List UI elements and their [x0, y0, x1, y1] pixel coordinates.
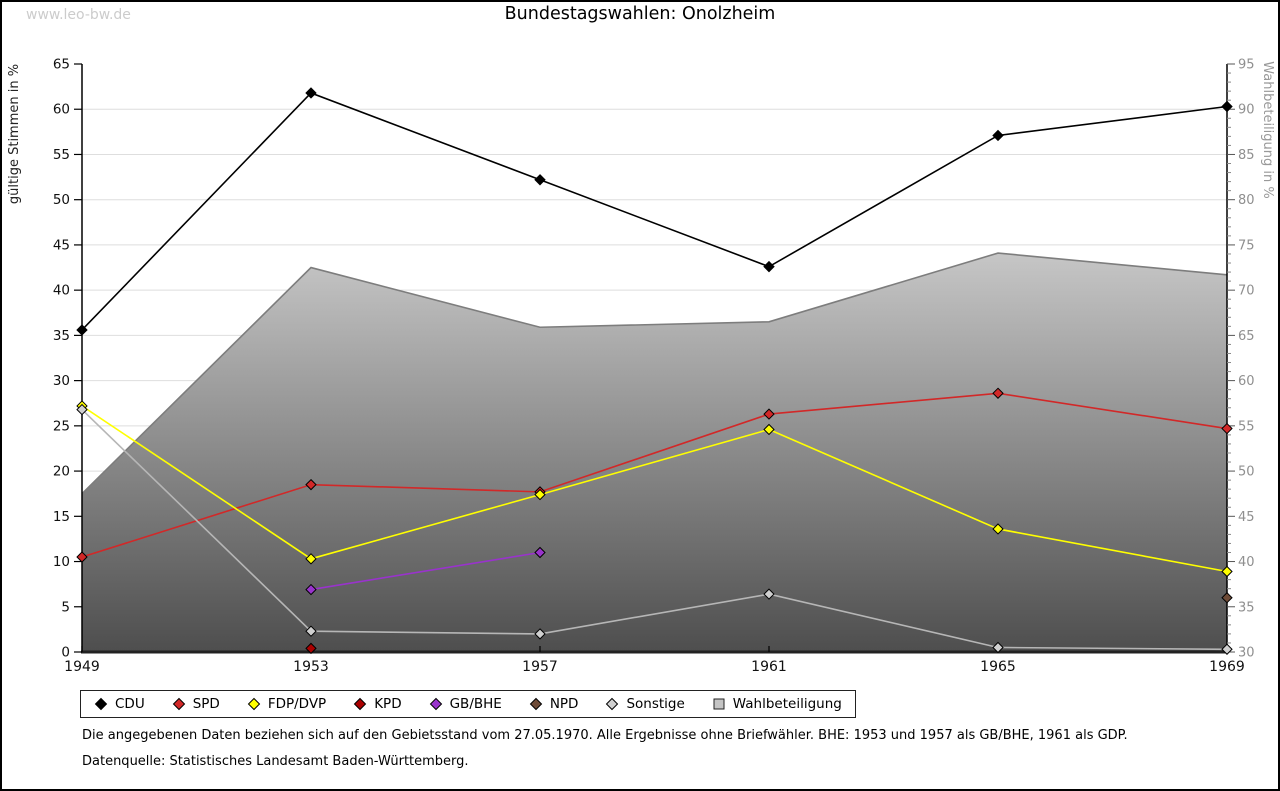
left-tick-label: 60: [53, 102, 70, 118]
data-point-sonstige: [76, 403, 88, 416]
data-point-gb-bhe: [534, 546, 546, 559]
series-line-cdu: [81, 92, 1228, 331]
legend-item-npd: NPD: [529, 696, 579, 712]
left-tick-label: 15: [53, 509, 70, 525]
data-point-sonstige: [992, 641, 1004, 654]
right-tick-label: 30: [1238, 646, 1255, 661]
left-tick-label: 55: [53, 147, 70, 163]
legend-item-fdp-dvp: FDP/DVP: [247, 696, 326, 712]
data-point-sonstige: [763, 588, 775, 600]
right-tick-label: 50: [1238, 465, 1255, 480]
right-tick-label: 95: [1238, 58, 1255, 73]
series-line-sonstige: [81, 408, 1228, 651]
square-marker-icon: [713, 698, 725, 710]
x-tick-label: 1953: [293, 659, 329, 675]
legend-item-spd: SPD: [172, 696, 220, 712]
diamond-marker-icon: [353, 697, 367, 711]
data-point-sonstige: [305, 625, 317, 637]
legend-label: GB/BHE: [449, 696, 502, 712]
data-point-cdu: [992, 129, 1004, 142]
wahlbeteiligung-line: [81, 252, 1228, 495]
left-axis-title: gültige Stimmen in %: [7, 64, 22, 204]
legend-item-wahlbeteiligung: Wahlbeteiligung: [712, 696, 842, 712]
series-line-fdp-dvp: [81, 405, 1228, 573]
left-tick-label: 25: [53, 418, 70, 434]
legend-label: CDU: [115, 696, 145, 712]
diamond-marker-icon: [606, 697, 619, 711]
right-tick-label: 85: [1238, 148, 1255, 163]
left-tick-label: 20: [53, 464, 70, 480]
right-tick-label: 35: [1238, 600, 1255, 615]
data-point-fdp-dvp: [1221, 565, 1233, 578]
data-point-cdu: [1221, 100, 1233, 113]
data-point-npd: [1221, 592, 1233, 604]
left-tick-label: 30: [53, 373, 70, 389]
right-tick-label: 80: [1238, 193, 1255, 208]
legend-item-gb-bhe: GB/BHE: [429, 696, 502, 712]
data-point-kpd: [305, 642, 317, 655]
legend-label: SPD: [192, 696, 220, 712]
data-point-fdp-dvp: [305, 553, 317, 565]
right-axis-title: Wahlbeteiligung in %: [1260, 61, 1275, 198]
data-point-spd: [763, 408, 775, 420]
x-tick-label: 1965: [980, 659, 1016, 675]
left-tick-label: 35: [53, 328, 70, 344]
legend-item-kpd: KPD: [353, 696, 402, 712]
legend-label: FDP/DVP: [267, 696, 327, 712]
left-tick-label: 50: [53, 192, 70, 208]
data-point-spd: [1221, 422, 1233, 435]
data-point-sonstige: [1221, 643, 1233, 655]
left-tick-label: 5: [61, 599, 70, 615]
right-tick-label: 60: [1238, 374, 1255, 389]
x-tick-label: 1961: [751, 659, 787, 675]
series-line-gb-bhe: [310, 551, 541, 591]
data-point-gb-bhe: [305, 583, 317, 596]
data-point-spd: [76, 551, 88, 563]
series-line-spd: [81, 392, 1228, 558]
right-tick-label: 45: [1238, 510, 1255, 525]
right-tick-label: 70: [1238, 284, 1255, 299]
data-point-sonstige: [534, 628, 546, 640]
watermark: www.leo-bw.de: [26, 7, 131, 23]
legend-label: NPD: [549, 696, 579, 712]
right-tick-label: 55: [1238, 419, 1255, 434]
footnote-gebietsstand: Die angegebenen Daten beziehen sich auf …: [82, 728, 1128, 743]
election-line-chart: 0 5 10 15 20 25 30 35 40 45 50 55 60 65 30 35 40 45 50 55 60…: [7, 57, 1275, 676]
diamond-marker-icon: [529, 697, 543, 711]
left-tick-label: 45: [53, 237, 70, 253]
x-tick-label: 1957: [522, 659, 558, 675]
diamond-marker-icon: [172, 697, 185, 711]
data-point-spd: [992, 387, 1004, 399]
data-point-spd: [305, 478, 317, 491]
data-point-cdu: [305, 87, 317, 99]
legend-label: Wahlbeteiligung: [732, 696, 842, 712]
left-tick-label: 40: [53, 283, 70, 299]
x-tick-label: 1969: [1209, 659, 1245, 675]
footnote-datenquelle: Datenquelle: Statistisches Landesamt Bad…: [82, 754, 469, 769]
right-tick-label: 90: [1238, 103, 1255, 118]
legend-label: Sonstige: [626, 696, 685, 712]
legend: CDU SPD FDP/DVP KPD GB/BHE NPD Sonstige Wahlbet…: [80, 690, 856, 718]
data-point-cdu: [76, 324, 88, 336]
right-tick-label: 65: [1238, 329, 1255, 344]
left-tick-label: 10: [53, 554, 70, 570]
data-point-fdp-dvp: [763, 423, 775, 436]
data-point-cdu: [763, 260, 775, 273]
right-tick-label: 75: [1238, 238, 1255, 253]
data-point-fdp-dvp: [534, 488, 546, 501]
left-tick-label: 0: [61, 645, 70, 661]
legend-item-sonstige: Sonstige: [605, 696, 685, 712]
legend-label: KPD: [374, 696, 402, 712]
x-tick-label: 1949: [64, 659, 100, 675]
data-point-fdp-dvp: [992, 523, 1004, 535]
left-tick-label: 65: [53, 57, 70, 73]
right-tick-label: 40: [1238, 555, 1255, 570]
diamond-marker-icon: [247, 697, 261, 711]
page-title: Bundestagswahlen: Onolzheim: [504, 4, 776, 24]
diamond-marker-icon: [429, 697, 442, 711]
data-point-cdu: [534, 174, 546, 186]
legend-item-cdu: CDU: [94, 696, 145, 712]
diamond-marker-icon: [94, 697, 108, 711]
